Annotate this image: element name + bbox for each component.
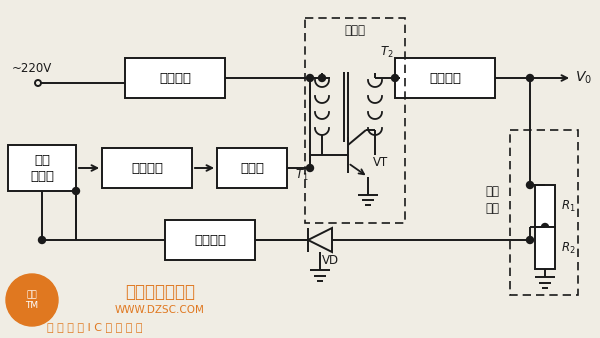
- Text: $R_1$: $R_1$: [561, 198, 575, 214]
- Circle shape: [527, 182, 533, 189]
- Bar: [165, 220, 255, 260]
- Circle shape: [392, 74, 398, 81]
- Text: 比较放大: 比较放大: [194, 234, 226, 246]
- Bar: [125, 58, 225, 98]
- Text: ~220V: ~220V: [12, 62, 52, 74]
- Text: 维库电子市场网: 维库电子市场网: [125, 283, 195, 301]
- Text: 整流滤波: 整流滤波: [159, 72, 191, 84]
- Circle shape: [527, 74, 533, 81]
- Bar: [102, 148, 192, 188]
- Text: VD: VD: [322, 254, 339, 266]
- Bar: [395, 58, 495, 98]
- Text: 脉冲
振荡器: 脉冲 振荡器: [30, 153, 54, 183]
- Circle shape: [527, 237, 533, 243]
- Text: 脉宽调制: 脉宽调制: [131, 162, 163, 174]
- Text: 逆变器: 逆变器: [344, 24, 365, 37]
- Circle shape: [319, 74, 325, 81]
- Text: 维库
TM: 维库 TM: [25, 290, 38, 310]
- Circle shape: [307, 74, 314, 81]
- Text: $V_0$: $V_0$: [575, 70, 592, 86]
- Text: 整流滤波: 整流滤波: [429, 72, 461, 84]
- Circle shape: [6, 274, 58, 326]
- Text: VT: VT: [373, 155, 388, 169]
- Circle shape: [73, 188, 79, 194]
- Text: $R_2$: $R_2$: [561, 240, 575, 256]
- Text: 全 球 最 大 I C 采 购 网 站: 全 球 最 大 I C 采 购 网 站: [47, 322, 143, 332]
- Bar: [305, 18, 405, 223]
- Text: $T_1$: $T_1$: [295, 167, 308, 183]
- Circle shape: [38, 237, 46, 243]
- Bar: [535, 185, 555, 227]
- Circle shape: [542, 223, 548, 231]
- Text: 推动级: 推动级: [240, 162, 264, 174]
- Bar: [535, 227, 555, 269]
- Bar: [8, 145, 76, 191]
- Circle shape: [307, 165, 314, 171]
- Bar: [217, 148, 287, 188]
- Text: 取样
电路: 取样 电路: [485, 185, 499, 215]
- Text: WWW.DZSC.COM: WWW.DZSC.COM: [115, 305, 205, 315]
- Bar: [510, 130, 578, 295]
- Text: $T_2$: $T_2$: [380, 45, 394, 59]
